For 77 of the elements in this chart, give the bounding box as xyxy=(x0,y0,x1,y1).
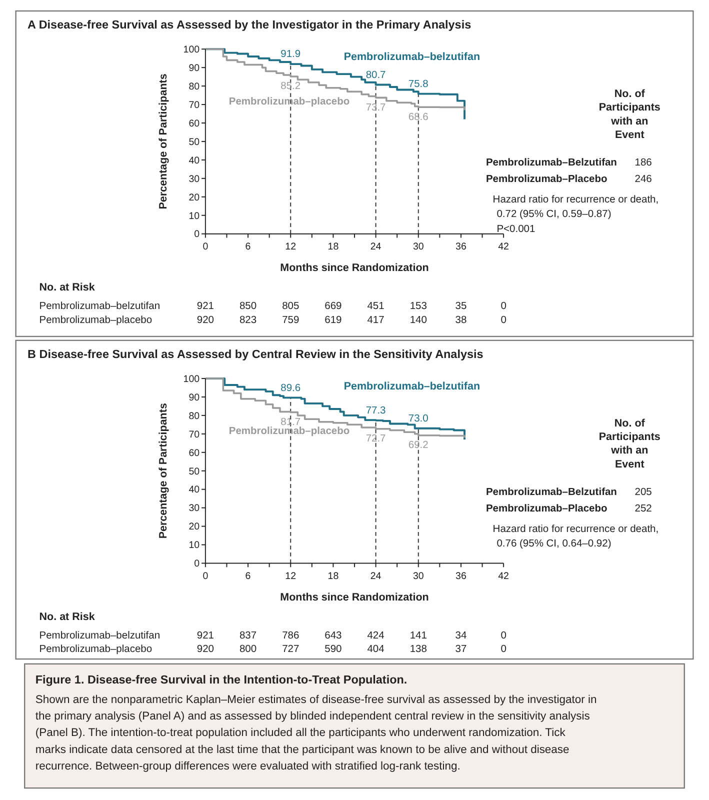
y-tick-label: 30 xyxy=(188,174,200,185)
y-tick-label: 0 xyxy=(194,229,200,240)
annotation: 72.7 xyxy=(366,434,386,445)
y-tick-label: 0 xyxy=(194,558,200,570)
x-axis-title: Months since Randomization xyxy=(280,262,429,274)
y-tick-label: 50 xyxy=(188,136,200,148)
y-tick-label: 60 xyxy=(188,118,200,130)
y-tick-label: 70 xyxy=(188,100,200,111)
text: Pembrolizumab–placebo 920 823 759 619 417 140 38 0 xyxy=(39,314,506,326)
annotation: 81.7 xyxy=(280,417,301,428)
x-tick-label: 6 xyxy=(245,241,251,252)
y-tick-label: 10 xyxy=(188,210,200,222)
text: No. of Participants with an Event xyxy=(598,417,660,470)
text: Pembrolizumab–belzutifan 921 837 786 643 424 141 34 0 xyxy=(39,630,506,642)
series-label: Pembrolizumab–belzutifan xyxy=(344,380,480,393)
y-tick-label: 30 xyxy=(188,503,200,514)
y-tick-label: 60 xyxy=(188,448,200,459)
y-tick-label: 10 xyxy=(188,540,200,552)
text: Pembrolizumab–Placebo 246 xyxy=(486,174,652,186)
x-tick-label: 0 xyxy=(202,241,209,252)
y-tick-label: 50 xyxy=(188,466,200,478)
text: Pembrolizumab–placebo 920 800 727 590 404 138 37 0 xyxy=(39,644,506,656)
y-axis-title: Percentage of Participants xyxy=(157,403,170,539)
text: No. at Risk xyxy=(39,610,95,623)
series-label: Pembrolizumab–belzutifan xyxy=(344,51,480,64)
annotation: 85.2 xyxy=(280,81,301,92)
annotation: P<0.001 xyxy=(496,224,536,235)
text: Pembrolizumab–Belzutifan 205 xyxy=(486,486,652,498)
y-tick-label: 20 xyxy=(188,192,200,204)
x-tick-label: 12 xyxy=(285,570,296,582)
y-tick-label: 80 xyxy=(188,81,200,92)
y-tick-label: 100 xyxy=(183,44,200,56)
text: Figure 1. Disease-free Survival in the Intention-to-Treat Population. xyxy=(35,673,408,686)
x-tick-label: 12 xyxy=(285,241,296,252)
text: No. at Risk xyxy=(39,282,95,294)
y-axis-title: Percentage of Participants xyxy=(157,74,170,210)
annotation: 75.8 xyxy=(408,78,429,90)
text: Pembrolizumab–Placebo 252 xyxy=(486,503,652,514)
text: Shown are the nonparametric Kaplan–Meier estimates of disease-free survival as assessed by the investigator in the primary analysis (Panel A) and as assessed by blinded independent central review in the sensitivity analysis (Panel B). The intention-to-treat population included all the participants who underwent randomization. Tick marks indicate data censored at the last time that the participant was known to be alive and without disease recurrence. Between-group differences were evaluated with stratified log-rank testing. xyxy=(35,694,597,772)
x-tick-label: 30 xyxy=(412,241,424,252)
text: No. of Participants with an Event xyxy=(598,88,660,142)
y-tick-label: 20 xyxy=(188,522,200,533)
x-tick-label: 18 xyxy=(328,570,339,582)
annotation: Hazard ratio for recurrence or death, 0.76 (95% CI, 0.64–0.92) xyxy=(492,524,659,550)
annotation: 77.3 xyxy=(366,406,386,417)
annotation: 91.9 xyxy=(280,49,301,60)
x-tick-label: 18 xyxy=(328,241,339,252)
annotation: 68.6 xyxy=(408,112,429,123)
x-tick-label: 42 xyxy=(498,241,509,252)
x-tick-label: 6 xyxy=(245,570,251,582)
chart-title: B Disease-free Survival as Assessed by Central Review in the Sensitivity Analysis xyxy=(28,348,484,361)
x-tick-label: 30 xyxy=(412,570,424,582)
text: Pembrolizumab–belzutifan 921 850 805 669 451 153 35 0 xyxy=(39,301,506,312)
x-tick-label: 0 xyxy=(202,570,209,582)
x-tick-label: 24 xyxy=(370,570,382,582)
annotation: Hazard ratio for recurrence or death, 0.72 (95% CI, 0.59–0.87) xyxy=(492,194,659,220)
annotation: 80.7 xyxy=(366,70,386,81)
x-tick-label: 36 xyxy=(456,241,466,252)
x-tick-label: 36 xyxy=(456,570,466,582)
y-tick-label: 40 xyxy=(188,484,200,496)
y-tick-label: 70 xyxy=(188,429,200,440)
y-tick-label: 100 xyxy=(183,374,200,385)
y-tick-label: 40 xyxy=(188,155,200,166)
x-axis-title: Months since Randomization xyxy=(280,591,429,604)
y-tick-label: 90 xyxy=(188,392,200,404)
chart-title: A Disease-free Survival as Assessed by the Investigator in the Primary Analysis xyxy=(28,18,472,32)
annotation: 89.6 xyxy=(280,382,301,394)
annotation: 69.2 xyxy=(408,440,429,452)
x-tick-label: 24 xyxy=(370,241,382,252)
y-tick-label: 90 xyxy=(188,62,200,74)
series-label: Pembrolizumab–placebo xyxy=(228,426,350,437)
annotation: 73.7 xyxy=(366,102,386,114)
annotation: 73.0 xyxy=(408,414,429,425)
text: Pembrolizumab–Belzutifan 186 xyxy=(486,157,652,168)
x-tick-label: 42 xyxy=(498,570,509,582)
series-label: Pembrolizumab–placebo xyxy=(228,96,350,108)
y-tick-label: 80 xyxy=(188,410,200,422)
